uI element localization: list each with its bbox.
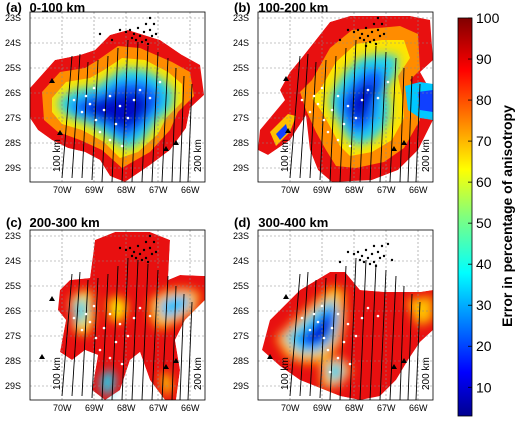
panel-b-lon-ticks: 70W 69W 68W 67W 66W [281, 185, 428, 195]
svg-text:26S: 26S [233, 88, 249, 98]
panel-b-frame [257, 11, 434, 183]
svg-text:27S: 27S [233, 331, 249, 341]
svg-text:67W: 67W [377, 403, 396, 413]
colorbar-label: Error in percentage of anisotropy [499, 105, 515, 327]
svg-text:23S: 23S [5, 13, 21, 23]
panel-a-map: 100 km 200 km [30, 12, 205, 182]
svg-text:29S: 29S [233, 381, 249, 391]
svg-text:66W: 66W [409, 185, 428, 195]
colorbar-tick-label: 80 [476, 92, 492, 108]
svg-text:67W: 67W [377, 185, 396, 195]
colorbar-tick-label: 50 [476, 215, 492, 231]
panel-b-title: (b) 100-200 km [234, 0, 328, 15]
svg-text:23S: 23S [5, 231, 21, 241]
svg-text:27S: 27S [5, 113, 21, 123]
svg-text:24S: 24S [5, 256, 21, 266]
panel-c-title: (c) 200-300 km [6, 215, 100, 230]
svg-text:26S: 26S [233, 306, 249, 316]
svg-text:26S: 26S [5, 88, 21, 98]
profile-a-end-label: 200 km [193, 139, 204, 172]
svg-text:69W: 69W [85, 185, 104, 195]
svg-text:23S: 23S [233, 13, 249, 23]
svg-text:25S: 25S [5, 281, 21, 291]
colorbar-tick-label: 30 [476, 297, 492, 313]
svg-text:24S: 24S [233, 38, 249, 48]
svg-text:28S: 28S [233, 356, 249, 366]
panel-d: (d) 300-400 km [233, 215, 434, 413]
svg-text:66W: 66W [181, 403, 200, 413]
svg-text:27S: 27S [233, 113, 249, 123]
svg-text:70W: 70W [281, 403, 300, 413]
colorbar-tick-label: 10 [476, 379, 492, 395]
svg-text:70W: 70W [53, 403, 72, 413]
svg-text:28S: 28S [5, 356, 21, 366]
svg-text:24S: 24S [233, 256, 249, 266]
panel-a: (a) 0-100 km [5, 0, 206, 195]
svg-text:23S: 23S [233, 231, 249, 241]
svg-text:68W: 68W [117, 185, 136, 195]
svg-text:68W: 68W [117, 403, 136, 413]
panel-c-lat-ticks: 23S 24S 25S 26S 27S 28S 29S [5, 231, 21, 391]
colorbar-tick-label: 100 [476, 10, 500, 26]
colorbar: 10 20 30 40 50 60 70 80 90 100 Error in percentag… [457, 10, 515, 417]
colorbar-gradient [457, 17, 473, 417]
svg-text:25S: 25S [233, 281, 249, 291]
panel-b: (b) 100-200 km [233, 0, 434, 195]
svg-text:29S: 29S [5, 381, 21, 391]
profile-c-end-label: 200 km [193, 357, 204, 390]
panel-c: (c) 200-300 km [5, 215, 206, 413]
svg-text:26S: 26S [5, 306, 21, 316]
panel-c-map: 100 km 200 km [30, 230, 205, 400]
panel-d-lat-ticks: 23S 24S 25S 26S 27S 28S 29S [233, 231, 249, 391]
panel-c-frame [29, 229, 206, 401]
panel-a-lat-ticks: 23S 24S 25S 26S 27S 28S 29S [5, 13, 21, 173]
panel-d-frame [257, 229, 434, 401]
svg-text:29S: 29S [233, 163, 249, 173]
colorbar-tick-label: 90 [476, 51, 492, 67]
panel-b-map: 100 km 200 km [258, 12, 433, 182]
panel-d-map: 100 km 200 km [258, 230, 433, 400]
svg-text:69W: 69W [85, 403, 104, 413]
svg-text:70W: 70W [281, 185, 300, 195]
profile-b-start-label: 100 km [280, 139, 291, 172]
svg-text:69W: 69W [313, 185, 332, 195]
panel-a-frame [29, 11, 206, 183]
profile-d-start-label: 100 km [280, 357, 291, 390]
panel-d-lon-ticks: 70W 69W 68W 67W 66W [281, 403, 428, 413]
panel-a-title: (a) 0-100 km [6, 0, 85, 15]
svg-text:69W: 69W [313, 403, 332, 413]
svg-text:70W: 70W [53, 185, 72, 195]
colorbar-tick-label: 60 [476, 174, 492, 190]
svg-text:68W: 68W [345, 185, 364, 195]
svg-text:29S: 29S [5, 163, 21, 173]
colorbar-tick-label: 70 [476, 133, 492, 149]
profile-a-start-label: 100 km [52, 139, 63, 172]
svg-text:67W: 67W [149, 185, 168, 195]
svg-text:28S: 28S [233, 138, 249, 148]
panel-b-lat-ticks: 23S 24S 25S 26S 27S 28S 29S [233, 13, 249, 173]
svg-text:66W: 66W [409, 403, 428, 413]
svg-text:27S: 27S [5, 331, 21, 341]
svg-text:24S: 24S [5, 38, 21, 48]
profile-d-end-label: 200 km [421, 357, 432, 390]
colorbar-tick-label: 20 [476, 338, 492, 354]
svg-text:25S: 25S [5, 63, 21, 73]
colorbar-tick-label: 40 [476, 256, 492, 272]
panel-d-title: (d) 300-400 km [234, 215, 328, 230]
profile-c-start-label: 100 km [52, 357, 63, 390]
svg-text:25S: 25S [233, 63, 249, 73]
panel-a-lon-ticks: 70W 69W 68W 67W 66W [53, 185, 200, 195]
svg-text:28S: 28S [5, 138, 21, 148]
panel-c-lon-ticks: 70W 69W 68W 67W 66W [53, 403, 200, 413]
profile-b-end-label: 200 km [421, 139, 432, 172]
svg-text:66W: 66W [181, 185, 200, 195]
svg-text:67W: 67W [149, 403, 168, 413]
svg-text:68W: 68W [345, 403, 364, 413]
colorbar-ticks: 10 20 30 40 50 60 70 80 90 100 [468, 10, 500, 395]
